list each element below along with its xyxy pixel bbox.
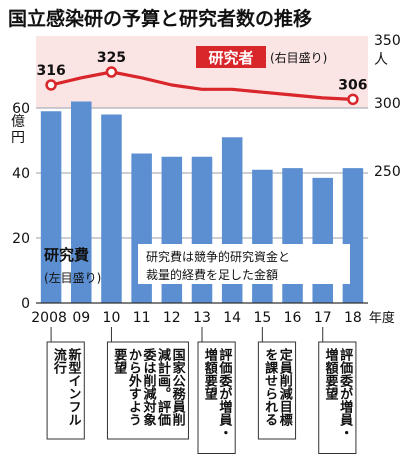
x-tick-11: 11 bbox=[133, 310, 151, 326]
right-unit: 人 bbox=[374, 52, 388, 68]
event-box-15 bbox=[257, 341, 297, 440]
x-tick-18: 18 bbox=[344, 310, 362, 326]
bar-17 bbox=[312, 177, 333, 303]
event-text-15-1: 定員削減目標 bbox=[277, 347, 294, 427]
x-tick-14: 14 bbox=[223, 310, 241, 326]
event-13: 増額要望 評価委が増員・ bbox=[197, 327, 236, 454]
right-tick-300: 300 bbox=[374, 96, 401, 112]
researcher-point-18 bbox=[347, 93, 359, 106]
budget-legend-label: 研究費 bbox=[44, 246, 89, 264]
bar-2008 bbox=[40, 111, 62, 303]
x-tick-13: 13 bbox=[193, 310, 211, 326]
x-axis-suffix: 年度 bbox=[369, 310, 395, 326]
researcher-point-10 bbox=[105, 66, 118, 78]
x-tick-17: 17 bbox=[314, 310, 332, 326]
event-text-10-3: 減計画。評価 bbox=[155, 347, 172, 427]
researcher-axis-note: (右目盛り) bbox=[270, 50, 327, 65]
researcher-legend-label: 研究者 bbox=[208, 49, 253, 67]
chart-title: 国立感染研の予算と研究者数の推移 bbox=[8, 7, 312, 30]
event-text-10-0: 要望 bbox=[111, 348, 127, 375]
annotation-box bbox=[138, 244, 350, 284]
left-tick-0: 0 bbox=[21, 296, 30, 312]
event-2008: 流行 新型インフル bbox=[46, 327, 85, 440]
event-box-13 bbox=[197, 341, 236, 454]
researcher-label-2008: 316 bbox=[36, 63, 65, 79]
x-tick-2008: 2008 bbox=[31, 310, 67, 326]
event-text-15-0: を課せられる bbox=[262, 348, 278, 426]
x-tick-12: 12 bbox=[163, 310, 181, 326]
left-unit-char-0: 億 bbox=[11, 114, 25, 130]
left-unit-char-1: 円 bbox=[11, 130, 25, 146]
event-10: 要望 から外すよう 委は削減対象 減計画。評価 国家公務員削 bbox=[106, 327, 189, 440]
event-text-17-1: 評価委が増員・ bbox=[337, 347, 354, 439]
x-tick-09: 09 bbox=[72, 310, 90, 326]
annotation-line-2: 裁量的経費を足した金額 bbox=[146, 267, 278, 282]
budget-axis-note: (左目盛り) bbox=[44, 270, 101, 285]
researcher-legend-box bbox=[196, 46, 266, 68]
researcher-label-18: 306 bbox=[338, 77, 367, 93]
right-tick-350: 350 bbox=[374, 33, 401, 49]
bar-10 bbox=[101, 114, 122, 303]
event-text-2008-0: 流行 bbox=[51, 347, 68, 375]
event-17: 増額要望 評価委が増員・ bbox=[318, 327, 357, 454]
left-tick-20: 20 bbox=[12, 231, 30, 247]
x-tick-15: 15 bbox=[253, 310, 271, 326]
left-tick-60: 60 bbox=[12, 101, 30, 117]
event-box-17 bbox=[318, 341, 357, 454]
event-text-17-0: 増額要望 bbox=[323, 347, 340, 401]
bar-09 bbox=[71, 101, 92, 303]
event-text-13-0: 増額要望 bbox=[202, 347, 219, 401]
researcher-line bbox=[50, 70, 353, 101]
annotation-line-1: 研究費は競争的研究資金と bbox=[146, 249, 290, 264]
event-box-2008 bbox=[46, 341, 85, 440]
event-text-10-2: 委は削減対象 bbox=[140, 347, 157, 427]
left-tick-40: 40 bbox=[12, 166, 30, 182]
x-tick-10: 10 bbox=[103, 310, 121, 326]
event-15: を課せられる 定員削減目標 bbox=[257, 327, 297, 440]
event-text-10-4: 国家公務員削 bbox=[170, 348, 187, 427]
right-tick-250: 250 bbox=[374, 164, 401, 180]
researcher-label-10: 325 bbox=[97, 50, 126, 66]
event-text-2008-1: 新型インフル bbox=[65, 347, 81, 426]
event-box-10 bbox=[106, 341, 189, 440]
event-text-10-1: から外すよう bbox=[126, 348, 143, 426]
researcher-point-2008 bbox=[45, 79, 57, 91]
event-text-13-1: 評価委が増員・ bbox=[216, 347, 233, 439]
x-tick-16: 16 bbox=[284, 310, 302, 326]
